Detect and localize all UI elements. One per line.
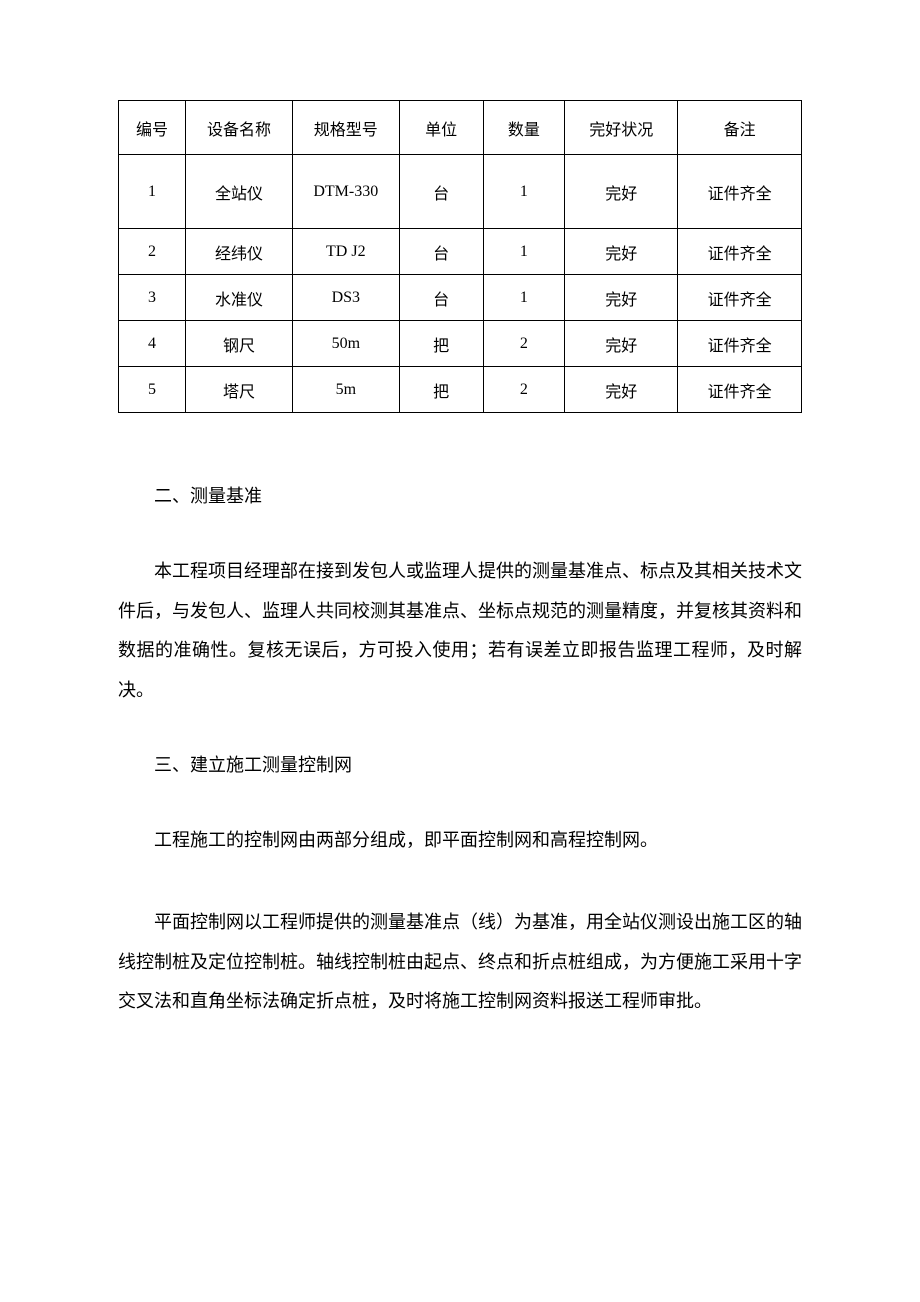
- table-row: 1 全站仪 DTM-330 台 1 完好 证件齐全: [119, 155, 802, 229]
- table-cell: 5m: [292, 367, 399, 413]
- section-heading-2: 二、测量基准: [118, 483, 802, 510]
- section-heading-3: 三、建立施工测量控制网: [118, 752, 802, 779]
- table-cell: 水准仪: [186, 275, 293, 321]
- table-cell: 把: [399, 321, 483, 367]
- table-cell: 证件齐全: [678, 229, 802, 275]
- table-cell: 完好: [565, 229, 678, 275]
- table-cell: 5: [119, 367, 186, 413]
- table-cell: 完好: [565, 321, 678, 367]
- table-cell: 把: [399, 367, 483, 413]
- table-cell: 塔尺: [186, 367, 293, 413]
- table-cell: 证件齐全: [678, 275, 802, 321]
- table-cell: 证件齐全: [678, 367, 802, 413]
- table-cell: 4: [119, 321, 186, 367]
- table-cell: 50m: [292, 321, 399, 367]
- table-cell: 完好: [565, 155, 678, 229]
- table-cell: 台: [399, 275, 483, 321]
- table-header-cell: 数量: [483, 101, 565, 155]
- table-cell: 1: [483, 229, 565, 275]
- table-header-row: 编号 设备名称 规格型号 单位 数量 完好状况 备注: [119, 101, 802, 155]
- table-header-cell: 完好状况: [565, 101, 678, 155]
- table-cell: 证件齐全: [678, 155, 802, 229]
- table-row: 2 经纬仪 TD J2 台 1 完好 证件齐全: [119, 229, 802, 275]
- table-header-cell: 备注: [678, 101, 802, 155]
- table-header-cell: 规格型号: [292, 101, 399, 155]
- paragraph-3a: 工程施工的控制网由两部分组成，即平面控制网和高程控制网。: [118, 821, 802, 861]
- table-cell: DS3: [292, 275, 399, 321]
- table-cell: 完好: [565, 367, 678, 413]
- table-cell: 台: [399, 229, 483, 275]
- table-cell: 2: [483, 367, 565, 413]
- table-cell: 全站仪: [186, 155, 293, 229]
- table-cell: 2: [483, 321, 565, 367]
- table-row: 5 塔尺 5m 把 2 完好 证件齐全: [119, 367, 802, 413]
- table-header-cell: 单位: [399, 101, 483, 155]
- table-cell: 钢尺: [186, 321, 293, 367]
- table-cell: 1: [483, 275, 565, 321]
- paragraph-3b: 平面控制网以工程师提供的测量基准点（线）为基准，用全站仪测设出施工区的轴线控制桩…: [118, 903, 802, 1022]
- paragraph-2: 本工程项目经理部在接到发包人或监理人提供的测量基准点、标点及其相关技术文件后，与…: [118, 552, 802, 710]
- table-cell: DTM-330: [292, 155, 399, 229]
- table-cell: 1: [119, 155, 186, 229]
- equipment-table: 编号 设备名称 规格型号 单位 数量 完好状况 备注 1 全站仪 DTM-330…: [118, 100, 802, 413]
- table-row: 3 水准仪 DS3 台 1 完好 证件齐全: [119, 275, 802, 321]
- table-header-cell: 设备名称: [186, 101, 293, 155]
- table-cell: 3: [119, 275, 186, 321]
- table-cell: 1: [483, 155, 565, 229]
- table-cell: 证件齐全: [678, 321, 802, 367]
- table-cell: 2: [119, 229, 186, 275]
- table-cell: 完好: [565, 275, 678, 321]
- table-row: 4 钢尺 50m 把 2 完好 证件齐全: [119, 321, 802, 367]
- table-cell: 经纬仪: [186, 229, 293, 275]
- table-cell: TD J2: [292, 229, 399, 275]
- table-cell: 台: [399, 155, 483, 229]
- table-header-cell: 编号: [119, 101, 186, 155]
